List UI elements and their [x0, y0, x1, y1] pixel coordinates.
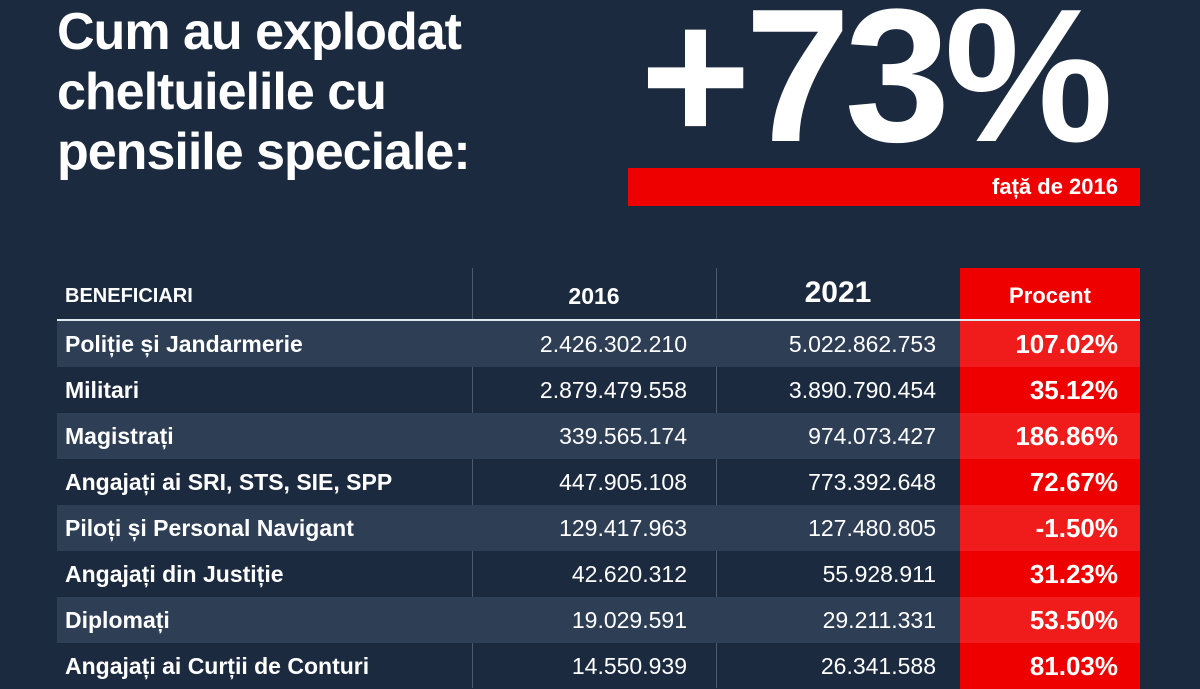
value-2016-cell: 339.565.174 [559, 423, 687, 449]
table-row: Angajați ai Curții de Conturi 14.550.939 2… [57, 643, 1140, 689]
table-row: Poliție și Jandarmerie 2.426.302.210 5.022… [57, 321, 1140, 367]
percent-cell: 31.23% [960, 551, 1140, 597]
percent-cell: 81.03% [960, 643, 1140, 689]
column-divider [716, 268, 717, 688]
header-2021: 2021 [804, 276, 872, 309]
table-row: Angajați din Justiție 42.620.312 55.928.91… [57, 551, 1140, 597]
table-row: Angajați ai SRI, STS, SIE, SPP 447.905.10… [57, 459, 1140, 505]
percent-cell: 35.12% [960, 367, 1140, 413]
header-rule [57, 319, 1140, 321]
header-2016: 2016 [568, 283, 620, 309]
table-row: Militari 2.879.479.558 3.890.790.454 35.12% [57, 367, 1140, 413]
percent-cell: 107.02% [960, 321, 1140, 367]
infographic-title: Cum au explodat cheltuielile cu pensiile… [57, 2, 471, 182]
value-2016-cell: 2.879.479.558 [539, 377, 687, 403]
beneficiary-cell: Angajați ai Curții de Conturi [65, 653, 370, 679]
value-2016-cell: 129.417.963 [559, 515, 687, 541]
beneficiary-cell: Angajați ai SRI, STS, SIE, SPP [65, 469, 393, 495]
percent-cell: -1.50% [960, 505, 1140, 551]
title-line: pensiile speciale: [57, 123, 471, 181]
value-2021-cell: 26.341.588 [820, 653, 936, 679]
headline-value: +73% [640, 0, 1113, 182]
percent-cell: 53.50% [960, 597, 1140, 643]
percent-cell: 186.86% [960, 413, 1140, 459]
value-2021-cell: 29.211.331 [822, 607, 936, 633]
table-row: Magistrați 339.565.174 974.073.427 186.86% [57, 413, 1140, 459]
value-2021-cell: 127.480.805 [808, 515, 936, 541]
value-2021-cell: 5.022.862.753 [788, 331, 936, 357]
value-2021-cell: 773.392.648 [808, 469, 936, 495]
table-row: Diplomați 19.029.591 29.211.331 53.50% [57, 597, 1140, 643]
beneficiary-cell: Magistrați [65, 423, 174, 449]
value-2021-cell: 3.890.790.454 [788, 377, 936, 403]
header-procent: Procent [1009, 283, 1091, 308]
percent-cell: 72.67% [960, 459, 1140, 505]
beneficiary-cell: Diplomați [65, 607, 170, 633]
title-line: cheltuielile cu [57, 63, 387, 121]
beneficiary-cell: Piloți și Personal Navigant [65, 515, 354, 541]
value-2021-cell: 974.073.427 [808, 423, 936, 449]
beneficiary-cell: Angajați din Justiție [65, 561, 284, 587]
beneficiary-cell: Militari [65, 377, 140, 403]
value-2016-cell: 2.426.302.210 [539, 331, 687, 357]
value-2016-cell: 447.905.108 [559, 469, 687, 495]
value-2016-cell: 14.550.939 [571, 653, 687, 679]
table-row: Piloți și Personal Navigant 129.417.963 12… [57, 505, 1140, 551]
header-beneficiari: BENEFICIARI [65, 285, 193, 307]
beneficiary-cell: Poliție și Jandarmerie [65, 331, 303, 357]
value-2016-cell: 42.620.312 [571, 561, 687, 587]
value-2016-cell: 19.029.591 [571, 607, 687, 633]
value-2021-cell: 55.928.911 [822, 561, 936, 587]
title-line: Cum au explodat [57, 3, 462, 61]
column-divider [472, 268, 473, 688]
headline-caption: față de 2016 [628, 168, 1140, 206]
